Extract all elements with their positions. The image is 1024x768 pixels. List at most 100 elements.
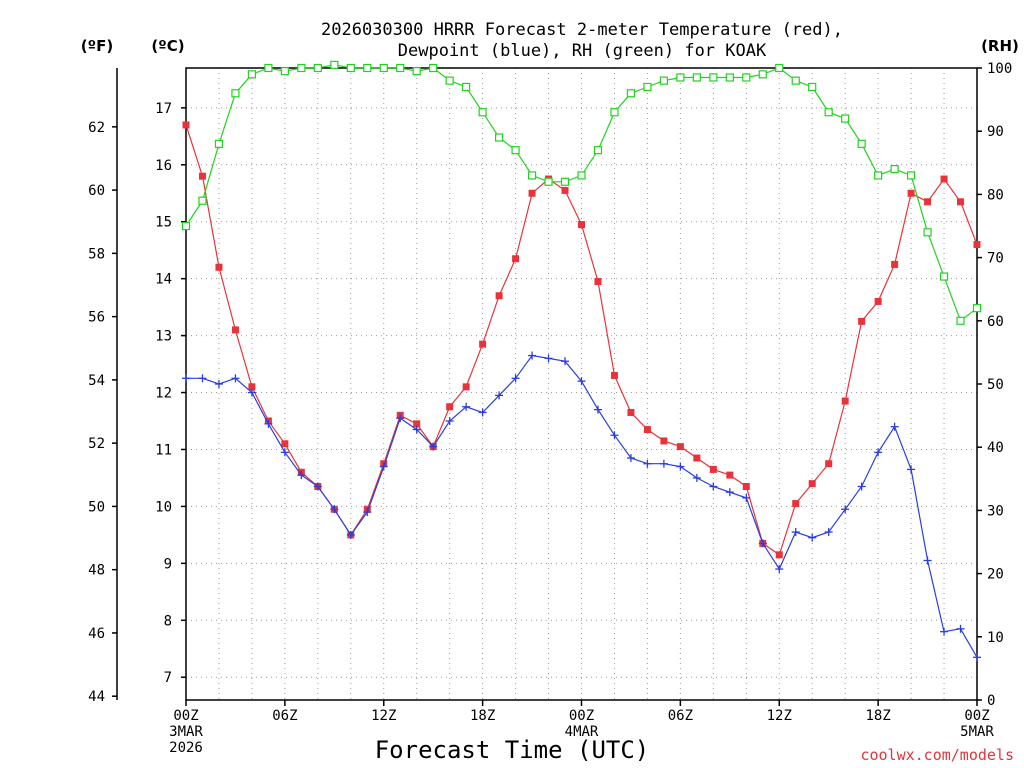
dewpoint-point	[610, 431, 619, 440]
rh-point	[297, 63, 306, 73]
celsius-unit-label: (ºC)	[151, 37, 184, 55]
dewpoint-point	[643, 459, 652, 468]
rh-point	[214, 139, 224, 148]
dewpoint-point	[264, 419, 273, 428]
dewpoint-point	[725, 488, 734, 497]
rh-tick-label: 60	[987, 314, 1004, 330]
celsius-tick-label: 16	[155, 158, 172, 174]
temperature-point	[726, 471, 734, 479]
dewpoint-point	[824, 528, 833, 537]
temperature-point	[281, 440, 289, 448]
temperature-point	[198, 172, 206, 180]
dewpoint-point	[445, 417, 454, 426]
temperature-point	[742, 482, 750, 490]
dewpoint-point	[593, 405, 602, 414]
rh-tick-label: 20	[987, 567, 1004, 583]
rh-point	[445, 76, 454, 85]
celsius-tick-label: 9	[164, 556, 172, 572]
x-tick-label: 00Z	[173, 708, 198, 724]
rh-point	[478, 108, 487, 117]
rh-point	[923, 228, 932, 237]
rh-point	[396, 63, 405, 73]
fahrenheit-unit-label: (ºF)	[81, 37, 113, 55]
rh-point	[808, 82, 817, 92]
rh-tick-label: 0	[987, 693, 995, 709]
rh-point	[972, 304, 982, 313]
rh-point	[313, 63, 322, 73]
x-axis-label: Forecast Time (UTC)	[375, 736, 650, 764]
fahrenheit-tick-label: 60	[88, 183, 105, 199]
dewpoint-point	[857, 482, 866, 491]
rh-point	[577, 171, 586, 180]
celsius-tick-label: 8	[164, 613, 172, 629]
rh-tick-label: 90	[987, 124, 1004, 140]
dewpoint-point	[791, 528, 800, 537]
chart-title-line1: 2026030300 HRRR Forecast 2-meter Tempera…	[321, 20, 843, 40]
rh-tick-label: 10	[987, 630, 1004, 646]
rh-point	[593, 146, 603, 155]
dewpoint-point	[956, 624, 965, 633]
dewpoint-point	[659, 459, 668, 468]
rh-point	[330, 60, 339, 69]
rh-point	[495, 133, 504, 142]
temperature-point	[693, 454, 701, 462]
dewpoint-point	[231, 374, 240, 383]
rh-point	[643, 82, 652, 92]
temperature-point	[858, 317, 866, 325]
dewpoint-point	[709, 482, 718, 491]
x-tick-label: 18Z	[470, 708, 495, 724]
x-tick-label: 00Z	[569, 708, 594, 724]
celsius-tick-label: 12	[155, 386, 172, 402]
rh-tick-label: 40	[987, 440, 1004, 456]
x-tick-date-label: 3MAR	[169, 724, 203, 740]
dewpoint-point	[182, 374, 190, 383]
temperature-point	[841, 397, 849, 405]
dewpoint-point	[561, 357, 570, 366]
dewpoint-point	[511, 374, 520, 383]
rh-tick-label: 100	[987, 61, 1012, 77]
celsius-tick-label: 17	[155, 101, 172, 117]
dewpoint-point	[775, 565, 784, 574]
rh-point	[775, 63, 784, 73]
dewpoint-point	[495, 391, 504, 400]
temperature-point	[907, 189, 915, 197]
temperature-point	[709, 465, 717, 473]
temperature-point	[940, 175, 948, 183]
dewpoint-point	[808, 533, 817, 542]
rh-point	[791, 76, 800, 85]
rh-point	[857, 139, 866, 148]
dewpoint-point	[907, 465, 916, 474]
temperature-point	[528, 189, 536, 197]
rh-point	[676, 73, 685, 82]
rh-point	[890, 165, 899, 174]
dewpoint-point	[742, 493, 751, 502]
rh-point	[939, 272, 949, 281]
x-tick-date-label: 5MAR	[960, 724, 994, 740]
temperature-point	[891, 260, 899, 268]
temperature-point	[610, 371, 618, 379]
x-tick-label: 12Z	[767, 708, 792, 724]
rh-point	[956, 316, 965, 325]
rh-point	[709, 73, 718, 82]
dewpoint-point	[297, 471, 306, 480]
dewpoint-point	[462, 402, 471, 411]
rh-point	[462, 82, 471, 92]
celsius-tick-label: 10	[155, 499, 172, 515]
rh-point	[841, 114, 850, 123]
axes: 44 46 48 50 52 54 56 58 60 62 7 8 9 10 11 12 13 14 15 16 17 0…	[88, 61, 1012, 756]
x-tick-year-label: 2026	[169, 740, 203, 756]
rh-unit-label: (RH)	[981, 37, 1019, 55]
dewpoint-point	[577, 377, 586, 386]
dewpoint-point	[379, 462, 388, 471]
temperature-point	[479, 340, 487, 348]
dewpoint-point	[692, 473, 701, 482]
dewpoint-point	[346, 530, 355, 539]
dewpoint-point	[313, 482, 322, 491]
celsius-tick-label: 11	[155, 442, 172, 458]
rh-tick-label: 70	[987, 251, 1004, 267]
rh-point	[659, 76, 668, 85]
rh-point	[181, 221, 191, 231]
fahrenheit-tick-label: 52	[88, 436, 105, 452]
